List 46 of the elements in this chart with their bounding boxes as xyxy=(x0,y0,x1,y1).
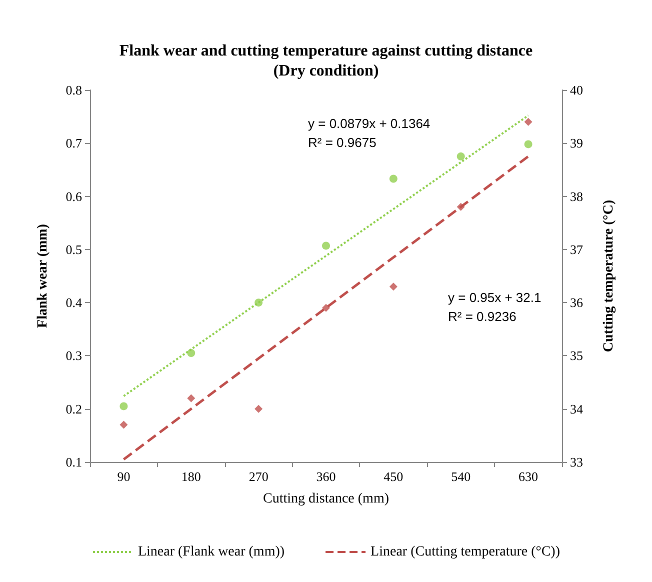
y-axis-title: Flank wear (mm) xyxy=(36,224,50,328)
x-tick-label: 540 xyxy=(451,469,471,484)
x-tick-label: 630 xyxy=(518,469,538,484)
point xyxy=(120,420,128,429)
y2-tick-label: 39 xyxy=(570,136,583,151)
y2-tick-label: 33 xyxy=(570,454,583,470)
y-tick-label: 0.4 xyxy=(66,295,82,310)
y2-tick-label: 36 xyxy=(570,295,584,310)
y2-tick-label: 35 xyxy=(570,348,583,364)
y2-tick-label: 40 xyxy=(570,82,583,98)
x-tick-label: 180 xyxy=(181,469,201,484)
y2-tick-label: 34 xyxy=(570,401,584,416)
point xyxy=(456,202,465,211)
x-tick-label: 270 xyxy=(248,469,268,484)
point xyxy=(322,304,330,312)
chart-title: Flank wear and cutting temperature against cutting distance xyxy=(119,42,533,60)
point xyxy=(322,242,330,250)
annotation: y = 0.0879x + 0.1364 R² = 0.9675 xyxy=(308,116,430,150)
y-tick-label: 0.8 xyxy=(66,82,82,98)
y-tick-label: 0.2 xyxy=(66,401,82,416)
annotation: y = 0.95x + 32.1 R² = 0.9236 xyxy=(448,290,542,324)
y2-axis-title: Cutting temperature (°C) xyxy=(602,200,616,352)
point xyxy=(524,118,532,126)
point xyxy=(389,174,398,183)
y-tick-label: 0.6 xyxy=(66,188,82,204)
chart-subtitle: (Dry condition) xyxy=(273,62,379,80)
x-tick-label: 90 xyxy=(117,469,130,484)
x-axis-title: Cutting distance (mm) xyxy=(263,492,390,506)
legend-label: Linear (Cutting temperature (°C)) xyxy=(370,544,560,560)
y-tick-label: 0.7 xyxy=(66,136,82,151)
y2-tick-label: 37 xyxy=(570,242,584,257)
point xyxy=(524,140,532,148)
y-tick-label: 0.1 xyxy=(66,454,82,470)
y2-tick-label: 38 xyxy=(570,188,583,204)
point xyxy=(389,282,398,291)
point xyxy=(187,349,196,358)
y-tick-label: 0.3 xyxy=(66,348,82,364)
point xyxy=(120,402,128,410)
x-tick-label: 450 xyxy=(384,469,404,484)
point xyxy=(254,404,263,413)
point xyxy=(187,394,196,402)
point xyxy=(254,298,263,307)
x-tick-label: 360 xyxy=(316,469,336,484)
y-tick-label: 0.5 xyxy=(66,242,82,257)
point xyxy=(456,152,465,160)
legend-label: Linear (Flank wear (mm)) xyxy=(138,544,285,560)
